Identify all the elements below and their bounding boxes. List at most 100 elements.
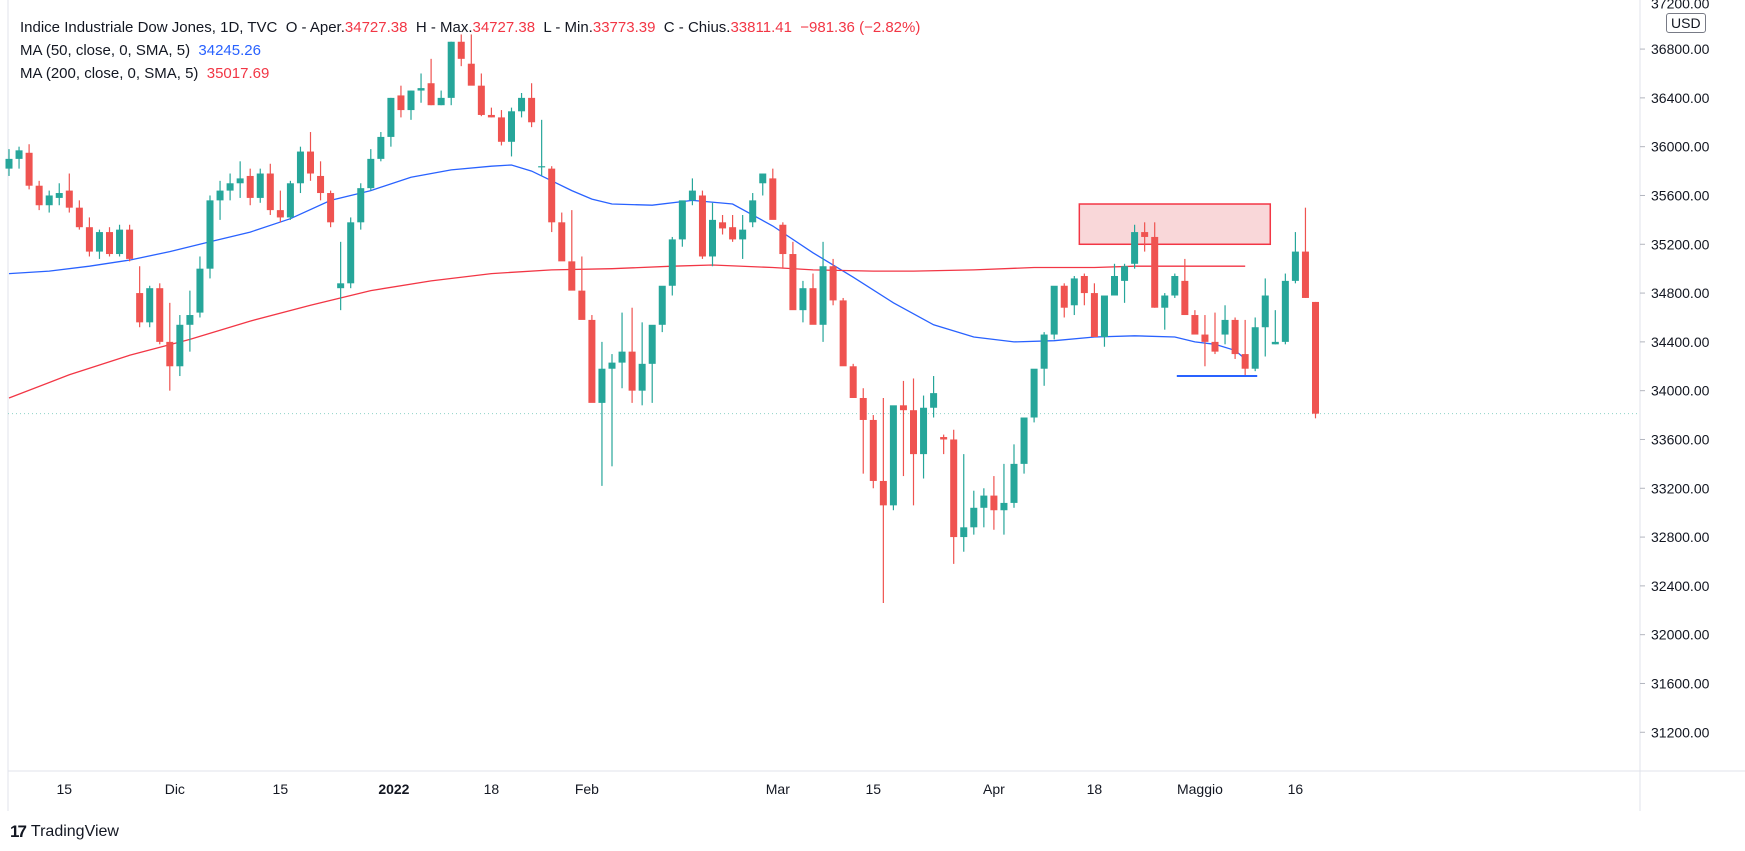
candle[interactable] xyxy=(347,217,355,289)
candle[interactable] xyxy=(739,214,747,259)
candle[interactable] xyxy=(819,241,827,342)
candle[interactable] xyxy=(1030,368,1038,423)
candle[interactable] xyxy=(1010,444,1018,508)
candle[interactable] xyxy=(1181,258,1189,316)
candle[interactable] xyxy=(487,107,495,118)
candle[interactable] xyxy=(296,146,304,194)
candle[interactable] xyxy=(910,378,917,506)
candle[interactable] xyxy=(960,454,968,552)
candle[interactable] xyxy=(1100,295,1108,347)
currency-badge[interactable]: USD xyxy=(1666,13,1706,33)
candle[interactable] xyxy=(839,297,847,367)
candle[interactable] xyxy=(528,83,536,128)
candle[interactable] xyxy=(166,302,174,391)
candle[interactable] xyxy=(558,212,566,262)
candle[interactable] xyxy=(196,256,204,318)
candle[interactable] xyxy=(367,149,375,191)
candle[interactable] xyxy=(729,214,737,242)
candle[interactable] xyxy=(1060,283,1068,318)
candle[interactable] xyxy=(397,85,405,118)
candle[interactable] xyxy=(457,34,465,67)
candle[interactable] xyxy=(1271,310,1279,345)
candle[interactable] xyxy=(136,266,144,328)
candle[interactable] xyxy=(437,90,445,106)
candle[interactable] xyxy=(75,200,83,230)
candle[interactable] xyxy=(387,97,395,147)
candle[interactable] xyxy=(879,397,887,603)
candle[interactable] xyxy=(447,41,455,106)
candle[interactable] xyxy=(1231,317,1239,359)
candle[interactable] xyxy=(940,434,948,455)
candle[interactable] xyxy=(789,241,797,311)
candle[interactable] xyxy=(518,92,526,118)
candle[interactable] xyxy=(1121,263,1129,303)
candle[interactable] xyxy=(899,380,907,477)
candle[interactable] xyxy=(65,173,73,213)
legend-ma50-row[interactable]: MA (50, close, 0, SMA, 5) 34245.26 xyxy=(20,39,920,62)
candle[interactable] xyxy=(1312,301,1319,419)
candle[interactable] xyxy=(1000,463,1008,535)
candle[interactable] xyxy=(417,73,425,103)
candle[interactable] xyxy=(1131,224,1139,269)
candle[interactable] xyxy=(1141,222,1149,252)
candle[interactable] xyxy=(1151,222,1159,308)
candle[interactable] xyxy=(759,173,767,196)
candle[interactable] xyxy=(628,307,636,403)
candle[interactable] xyxy=(1241,319,1249,377)
candle[interactable] xyxy=(126,224,134,262)
candle[interactable] xyxy=(186,290,194,352)
candle[interactable] xyxy=(317,161,325,201)
candle[interactable] xyxy=(1161,293,1169,330)
candle[interactable] xyxy=(55,183,63,206)
candle[interactable] xyxy=(1080,273,1088,306)
candle[interactable] xyxy=(698,190,706,259)
candle[interactable] xyxy=(357,183,365,230)
legend-ma200-row[interactable]: MA (200, close, 0, SMA, 5) 35017.69 xyxy=(20,62,920,85)
candle[interactable] xyxy=(307,132,314,181)
candle[interactable] xyxy=(970,490,978,535)
candle[interactable] xyxy=(106,227,113,257)
candle[interactable] xyxy=(769,168,777,220)
candle[interactable] xyxy=(1221,305,1229,345)
tradingview-brand[interactable]: 17 TradingView xyxy=(10,822,119,842)
candle[interactable] xyxy=(327,190,335,228)
candle[interactable] xyxy=(1281,273,1289,345)
candle[interactable] xyxy=(568,210,576,291)
candle[interactable] xyxy=(266,163,274,215)
candle[interactable] xyxy=(1171,273,1179,298)
candle[interactable] xyxy=(1090,283,1098,337)
candle[interactable] xyxy=(930,376,938,418)
ma200-line[interactable] xyxy=(8,264,1246,399)
candle[interactable] xyxy=(990,476,998,530)
candle[interactable] xyxy=(658,285,666,333)
candle[interactable] xyxy=(286,180,294,220)
candle[interactable] xyxy=(176,315,184,377)
candle[interactable] xyxy=(35,180,43,211)
candle[interactable] xyxy=(688,178,696,206)
candle[interactable] xyxy=(1040,332,1048,386)
candle[interactable] xyxy=(648,324,656,403)
candle[interactable] xyxy=(146,285,154,328)
resistance-zone[interactable] xyxy=(1078,203,1272,246)
candle[interactable] xyxy=(869,415,877,489)
candle[interactable] xyxy=(206,195,214,279)
candle[interactable] xyxy=(236,161,244,198)
candle[interactable] xyxy=(497,110,505,146)
candle[interactable] xyxy=(1261,278,1269,357)
candle[interactable] xyxy=(15,146,23,169)
candle[interactable] xyxy=(1301,207,1309,298)
candle[interactable] xyxy=(377,132,385,162)
candle[interactable] xyxy=(859,388,867,474)
candle[interactable] xyxy=(1111,263,1118,296)
candle[interactable] xyxy=(920,395,928,479)
candle[interactable] xyxy=(709,202,716,267)
candle[interactable] xyxy=(598,341,606,486)
candle[interactable] xyxy=(1201,315,1209,367)
candle[interactable] xyxy=(749,193,757,228)
candle[interactable] xyxy=(608,354,616,467)
candle[interactable] xyxy=(156,283,164,345)
candle[interactable] xyxy=(95,229,103,259)
candle[interactable] xyxy=(809,273,817,325)
candle[interactable] xyxy=(1291,232,1299,284)
